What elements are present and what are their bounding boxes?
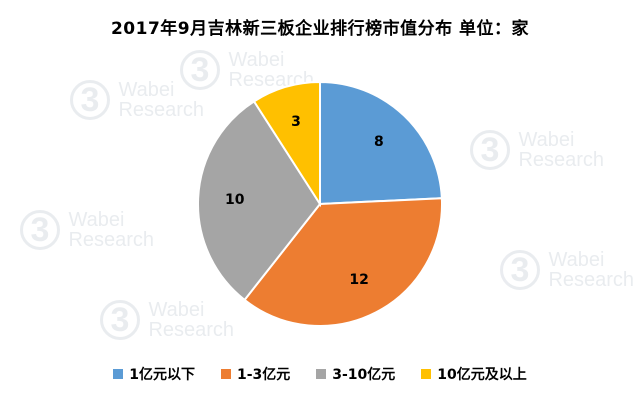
legend-item: 1亿元以下 <box>113 364 195 384</box>
legend-item: 3-10亿元 <box>316 364 395 384</box>
pie-data-label: 3 <box>291 114 301 130</box>
legend-label: 1-3亿元 <box>236 367 291 383</box>
legend-label: 10亿元及以上 <box>437 367 527 383</box>
legend-item: 1-3亿元 <box>220 364 291 384</box>
pie-data-label: 10 <box>225 192 245 208</box>
legend-swatch <box>316 369 327 379</box>
chart-title: 2017年9月吉林新三板企业排行榜市值分布 单位：家 <box>110 19 530 39</box>
pie-data-labels: 8 12 10 3 <box>225 114 384 288</box>
legend-label: 3-10亿元 <box>332 367 396 383</box>
legend-swatch <box>113 369 124 379</box>
pie-slice <box>252 80 321 208</box>
pie-data-label: 8 <box>374 134 384 150</box>
legend-item: 10亿元及以上 <box>421 364 527 384</box>
legend-swatch <box>220 369 231 379</box>
pie-slice <box>243 197 443 327</box>
legend-swatch <box>421 369 432 379</box>
pie-slice <box>319 80 443 206</box>
pie-slice <box>197 99 322 302</box>
pie-data-label: 12 <box>349 272 368 288</box>
chart-legend: 1亿元以下 1-3亿元 3-10亿元 10亿元及以上 <box>0 362 640 386</box>
legend-label: 1亿元以下 <box>129 367 195 383</box>
pie-slices <box>197 80 443 327</box>
